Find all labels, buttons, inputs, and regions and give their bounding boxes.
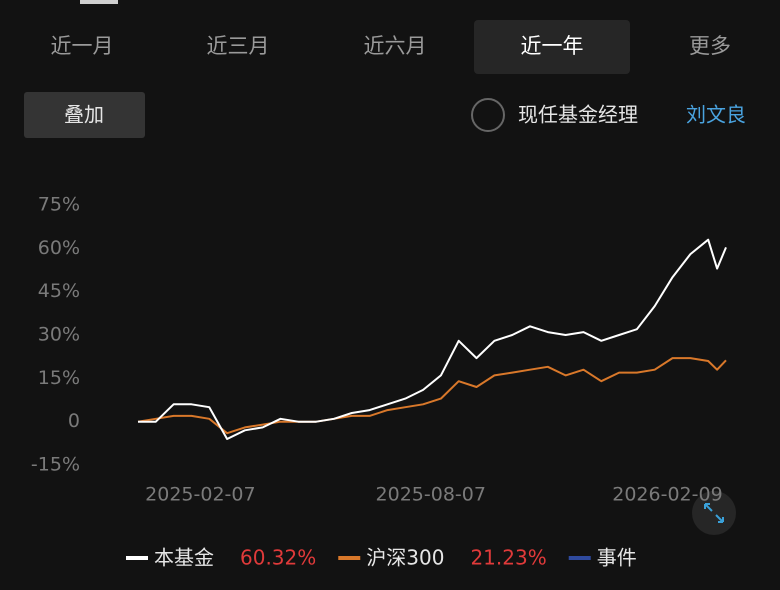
expand-button[interactable] (692, 491, 736, 535)
chart: -15% 0 15% 30% 45% 60% 75% 2025-02-07 2025-08-07… (31, 194, 727, 570)
legend-label: 本基金 (154, 546, 214, 570)
manager-name[interactable]: 刘文良 (686, 103, 746, 127)
legend-label: 事件 (597, 546, 637, 570)
y-tick-label: 15% (38, 367, 80, 389)
y-tick-label: 0 (68, 410, 80, 432)
y-tick-label: 30% (38, 324, 80, 346)
overlay-button-label[interactable]: 叠加 (64, 103, 104, 127)
tab-bar: 近一月 近三月 近六月 近一年 更多 (51, 20, 731, 74)
x-tick-label: 2025-08-07 (376, 484, 486, 506)
x-tick-label: 2026-02-09 (612, 484, 722, 506)
y-tick-label: 45% (38, 280, 80, 302)
tab[interactable]: 更多 (689, 34, 731, 58)
tab-selected-bg[interactable] (474, 20, 630, 74)
scroll-indicator (80, 0, 118, 4)
overlay-button[interactable] (24, 92, 145, 138)
tab[interactable]: 近六月 (364, 34, 427, 58)
x-tick-label: 2025-02-07 (145, 484, 255, 506)
tab[interactable]: 近一月 (51, 34, 114, 58)
y-tick-label: -15% (31, 454, 80, 476)
tab[interactable]: 近三月 (207, 34, 270, 58)
legend-label: 沪深300 (366, 546, 444, 570)
y-tick-label: 75% (38, 194, 80, 216)
series-line (138, 238, 727, 440)
y-tick-label: 60% (38, 237, 80, 259)
legend-return: 60.32% (240, 546, 316, 570)
series-line (137, 357, 727, 435)
tab[interactable]: 近一年 (521, 34, 584, 58)
legend-return: 21.23% (470, 546, 546, 570)
manager-toggle[interactable] (471, 98, 505, 132)
expand-icon (704, 503, 724, 523)
manager-label: 现任基金经理 (518, 103, 638, 127)
